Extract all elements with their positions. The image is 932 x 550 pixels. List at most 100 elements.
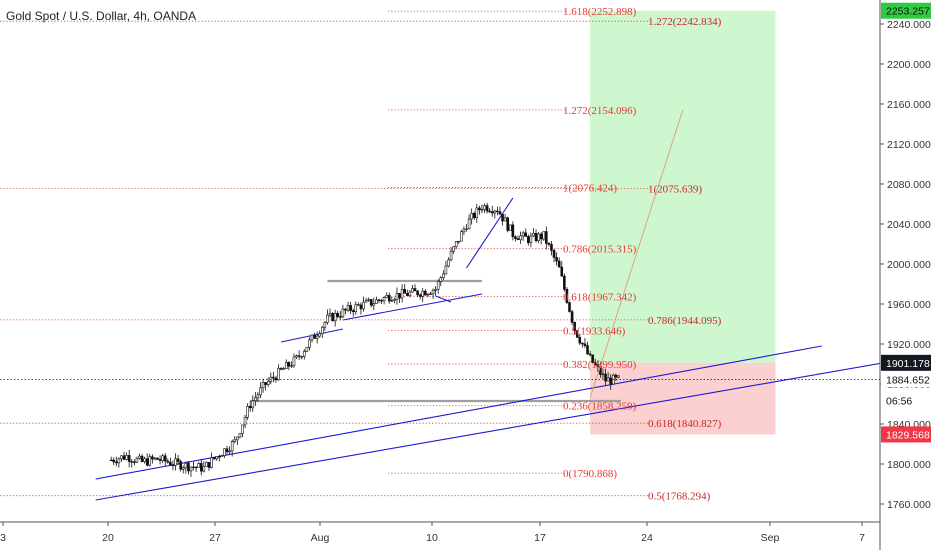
candle-body[interactable] bbox=[472, 213, 476, 219]
trendline-4[interactable] bbox=[466, 197, 514, 269]
candle-body[interactable] bbox=[305, 347, 309, 352]
candle-body[interactable] bbox=[143, 458, 146, 462]
candle-body[interactable] bbox=[475, 207, 479, 219]
candle-body[interactable] bbox=[238, 433, 242, 438]
candle-body[interactable] bbox=[308, 339, 311, 348]
candle-body[interactable] bbox=[362, 301, 365, 310]
candle-body[interactable] bbox=[318, 333, 322, 337]
candle-body[interactable] bbox=[565, 289, 569, 303]
candle-body[interactable] bbox=[302, 351, 306, 357]
candle-body[interactable] bbox=[503, 217, 507, 222]
candle-body[interactable] bbox=[573, 322, 576, 331]
candle-body[interactable] bbox=[454, 241, 458, 248]
candle-body[interactable] bbox=[344, 308, 347, 311]
candle-body[interactable] bbox=[511, 224, 515, 238]
candle-body[interactable] bbox=[251, 400, 255, 409]
candle-body[interactable] bbox=[179, 461, 182, 470]
candle-body[interactable] bbox=[606, 377, 610, 382]
candle-body[interactable] bbox=[184, 462, 188, 469]
candle-body[interactable] bbox=[243, 416, 247, 426]
candle-body[interactable] bbox=[467, 218, 471, 230]
candle-body[interactable] bbox=[444, 265, 448, 275]
candle-body[interactable] bbox=[431, 290, 435, 295]
candle-body[interactable] bbox=[478, 207, 481, 211]
candle-body[interactable] bbox=[501, 213, 504, 222]
candle-body[interactable] bbox=[519, 235, 522, 241]
candle-body[interactable] bbox=[591, 354, 594, 363]
candle-body[interactable] bbox=[588, 353, 592, 356]
candle-body[interactable] bbox=[122, 455, 126, 460]
candle-body[interactable] bbox=[555, 257, 558, 262]
candle-body[interactable] bbox=[496, 210, 499, 213]
candle-body[interactable] bbox=[537, 233, 540, 242]
candle-body[interactable] bbox=[568, 302, 571, 312]
candle-body[interactable] bbox=[333, 312, 337, 322]
candle-body[interactable] bbox=[560, 266, 564, 277]
candle-body[interactable] bbox=[339, 316, 342, 318]
candle-body[interactable] bbox=[593, 362, 597, 365]
candle-body[interactable] bbox=[246, 405, 249, 418]
candle-body[interactable] bbox=[199, 463, 203, 472]
candle-body[interactable] bbox=[259, 387, 262, 396]
candle-body[interactable] bbox=[295, 355, 298, 358]
trendline-3[interactable] bbox=[342, 293, 483, 321]
candle-body[interactable] bbox=[174, 458, 177, 466]
candle-body[interactable] bbox=[254, 397, 257, 401]
candle-body[interactable] bbox=[552, 250, 556, 258]
candle-body[interactable] bbox=[488, 210, 491, 213]
candle-body[interactable] bbox=[493, 210, 497, 214]
candle-body[interactable] bbox=[300, 356, 304, 358]
candle-body[interactable] bbox=[413, 288, 417, 292]
candle-body[interactable] bbox=[385, 295, 388, 298]
candle-body[interactable] bbox=[181, 467, 185, 470]
candle-body[interactable] bbox=[148, 456, 152, 466]
candle-body[interactable] bbox=[609, 377, 613, 385]
candle-body[interactable] bbox=[163, 455, 167, 462]
candle-body[interactable] bbox=[377, 299, 381, 301]
candle-body[interactable] bbox=[421, 290, 425, 297]
candle-body[interactable] bbox=[349, 305, 352, 311]
candle-body[interactable] bbox=[359, 304, 363, 310]
candle-body[interactable] bbox=[506, 217, 510, 231]
candle-body[interactable] bbox=[109, 459, 113, 462]
loss-zone[interactable] bbox=[590, 362, 776, 435]
candle-body[interactable] bbox=[284, 362, 288, 370]
candle-body[interactable] bbox=[416, 290, 419, 296]
candle-body[interactable] bbox=[485, 205, 489, 212]
candle-body[interactable] bbox=[462, 228, 466, 233]
candle-body[interactable] bbox=[153, 457, 157, 460]
candle-body[interactable] bbox=[328, 313, 332, 316]
candle-body[interactable] bbox=[125, 455, 128, 460]
candle-body[interactable] bbox=[364, 300, 368, 303]
candle-body[interactable] bbox=[130, 461, 134, 463]
candle-body[interactable] bbox=[205, 462, 208, 467]
candle-body[interactable] bbox=[192, 466, 195, 469]
candle-body[interactable] bbox=[583, 343, 587, 346]
candle-body[interactable] bbox=[405, 292, 409, 296]
candle-body[interactable] bbox=[578, 336, 582, 344]
candle-body[interactable] bbox=[460, 231, 463, 242]
candle-body[interactable] bbox=[570, 311, 574, 323]
candle-body[interactable] bbox=[516, 238, 520, 241]
candle-body[interactable] bbox=[346, 305, 350, 311]
candle-body[interactable] bbox=[470, 213, 473, 220]
candle-body[interactable] bbox=[418, 294, 422, 297]
candle-body[interactable] bbox=[194, 466, 198, 469]
candle-body[interactable] bbox=[351, 310, 355, 313]
candle-body[interactable] bbox=[354, 304, 358, 313]
candle-body[interactable] bbox=[323, 322, 327, 328]
candle-body[interactable] bbox=[210, 457, 213, 468]
candle-body[interactable] bbox=[524, 232, 528, 237]
candle-body[interactable] bbox=[292, 356, 296, 366]
candle-body[interactable] bbox=[138, 455, 141, 459]
candle-body[interactable] bbox=[439, 277, 443, 282]
candle-body[interactable] bbox=[372, 303, 376, 306]
candle-body[interactable] bbox=[156, 457, 159, 460]
candle-body[interactable] bbox=[272, 376, 275, 379]
candle-body[interactable] bbox=[145, 458, 149, 466]
candle-body[interactable] bbox=[341, 308, 345, 317]
candle-body[interactable] bbox=[380, 300, 383, 302]
profit-zone[interactable] bbox=[590, 10, 776, 363]
target-path[interactable] bbox=[589, 109, 684, 399]
candle-body[interactable] bbox=[545, 231, 548, 244]
